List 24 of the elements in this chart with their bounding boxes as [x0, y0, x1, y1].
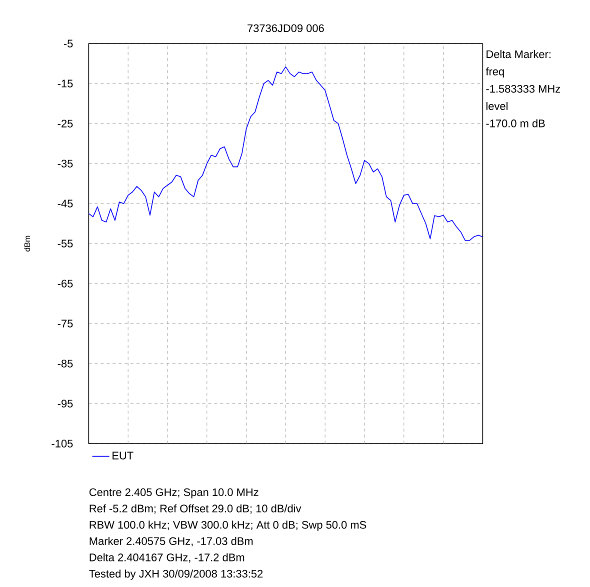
y-tick-label: -45: [58, 200, 73, 208]
text: Centre 2.405 GHz; Span 10.0 MHz: [89, 488, 258, 498]
text: RBW 100.0 kHz; VBW 300.0 kHz; Att 0 dB; Swp 50.0 mS: [90, 520, 366, 531]
legend-label: EUT: [112, 452, 134, 460]
text: Delta Marker:: [486, 50, 550, 58]
y-tick-label: -15: [58, 80, 73, 88]
text: -170.0 m dB: [486, 119, 545, 128]
y-tick-label: -105: [52, 440, 73, 448]
text: Marker 2.40575 GHz, -17.03 dBm: [90, 536, 253, 546]
text: Delta 2.404167 GHz, -17.2 dBm: [90, 553, 244, 563]
y-tick-label: -5: [64, 40, 73, 48]
y-tick-label: -35: [58, 160, 73, 168]
text: Ref -5.2 dBm; Ref Offset 29.0 dB; 10 dB/div: [90, 504, 302, 514]
text: level: [486, 102, 508, 110]
y-tick-label: -95: [58, 400, 73, 408]
y-tick-label: -55: [58, 240, 73, 248]
text: -1.583333 MHz: [486, 84, 560, 93]
y-tick-label: -75: [58, 320, 73, 328]
text: Tested by JXH 30/09/2008 13:33:52: [89, 570, 263, 580]
text: freq: [486, 67, 504, 78]
y-tick-label: -25: [58, 120, 73, 128]
y-tick-label: -85: [58, 360, 73, 368]
y-tick-label: -65: [58, 280, 73, 288]
chart-title: 73736JD09 006: [248, 24, 324, 32]
